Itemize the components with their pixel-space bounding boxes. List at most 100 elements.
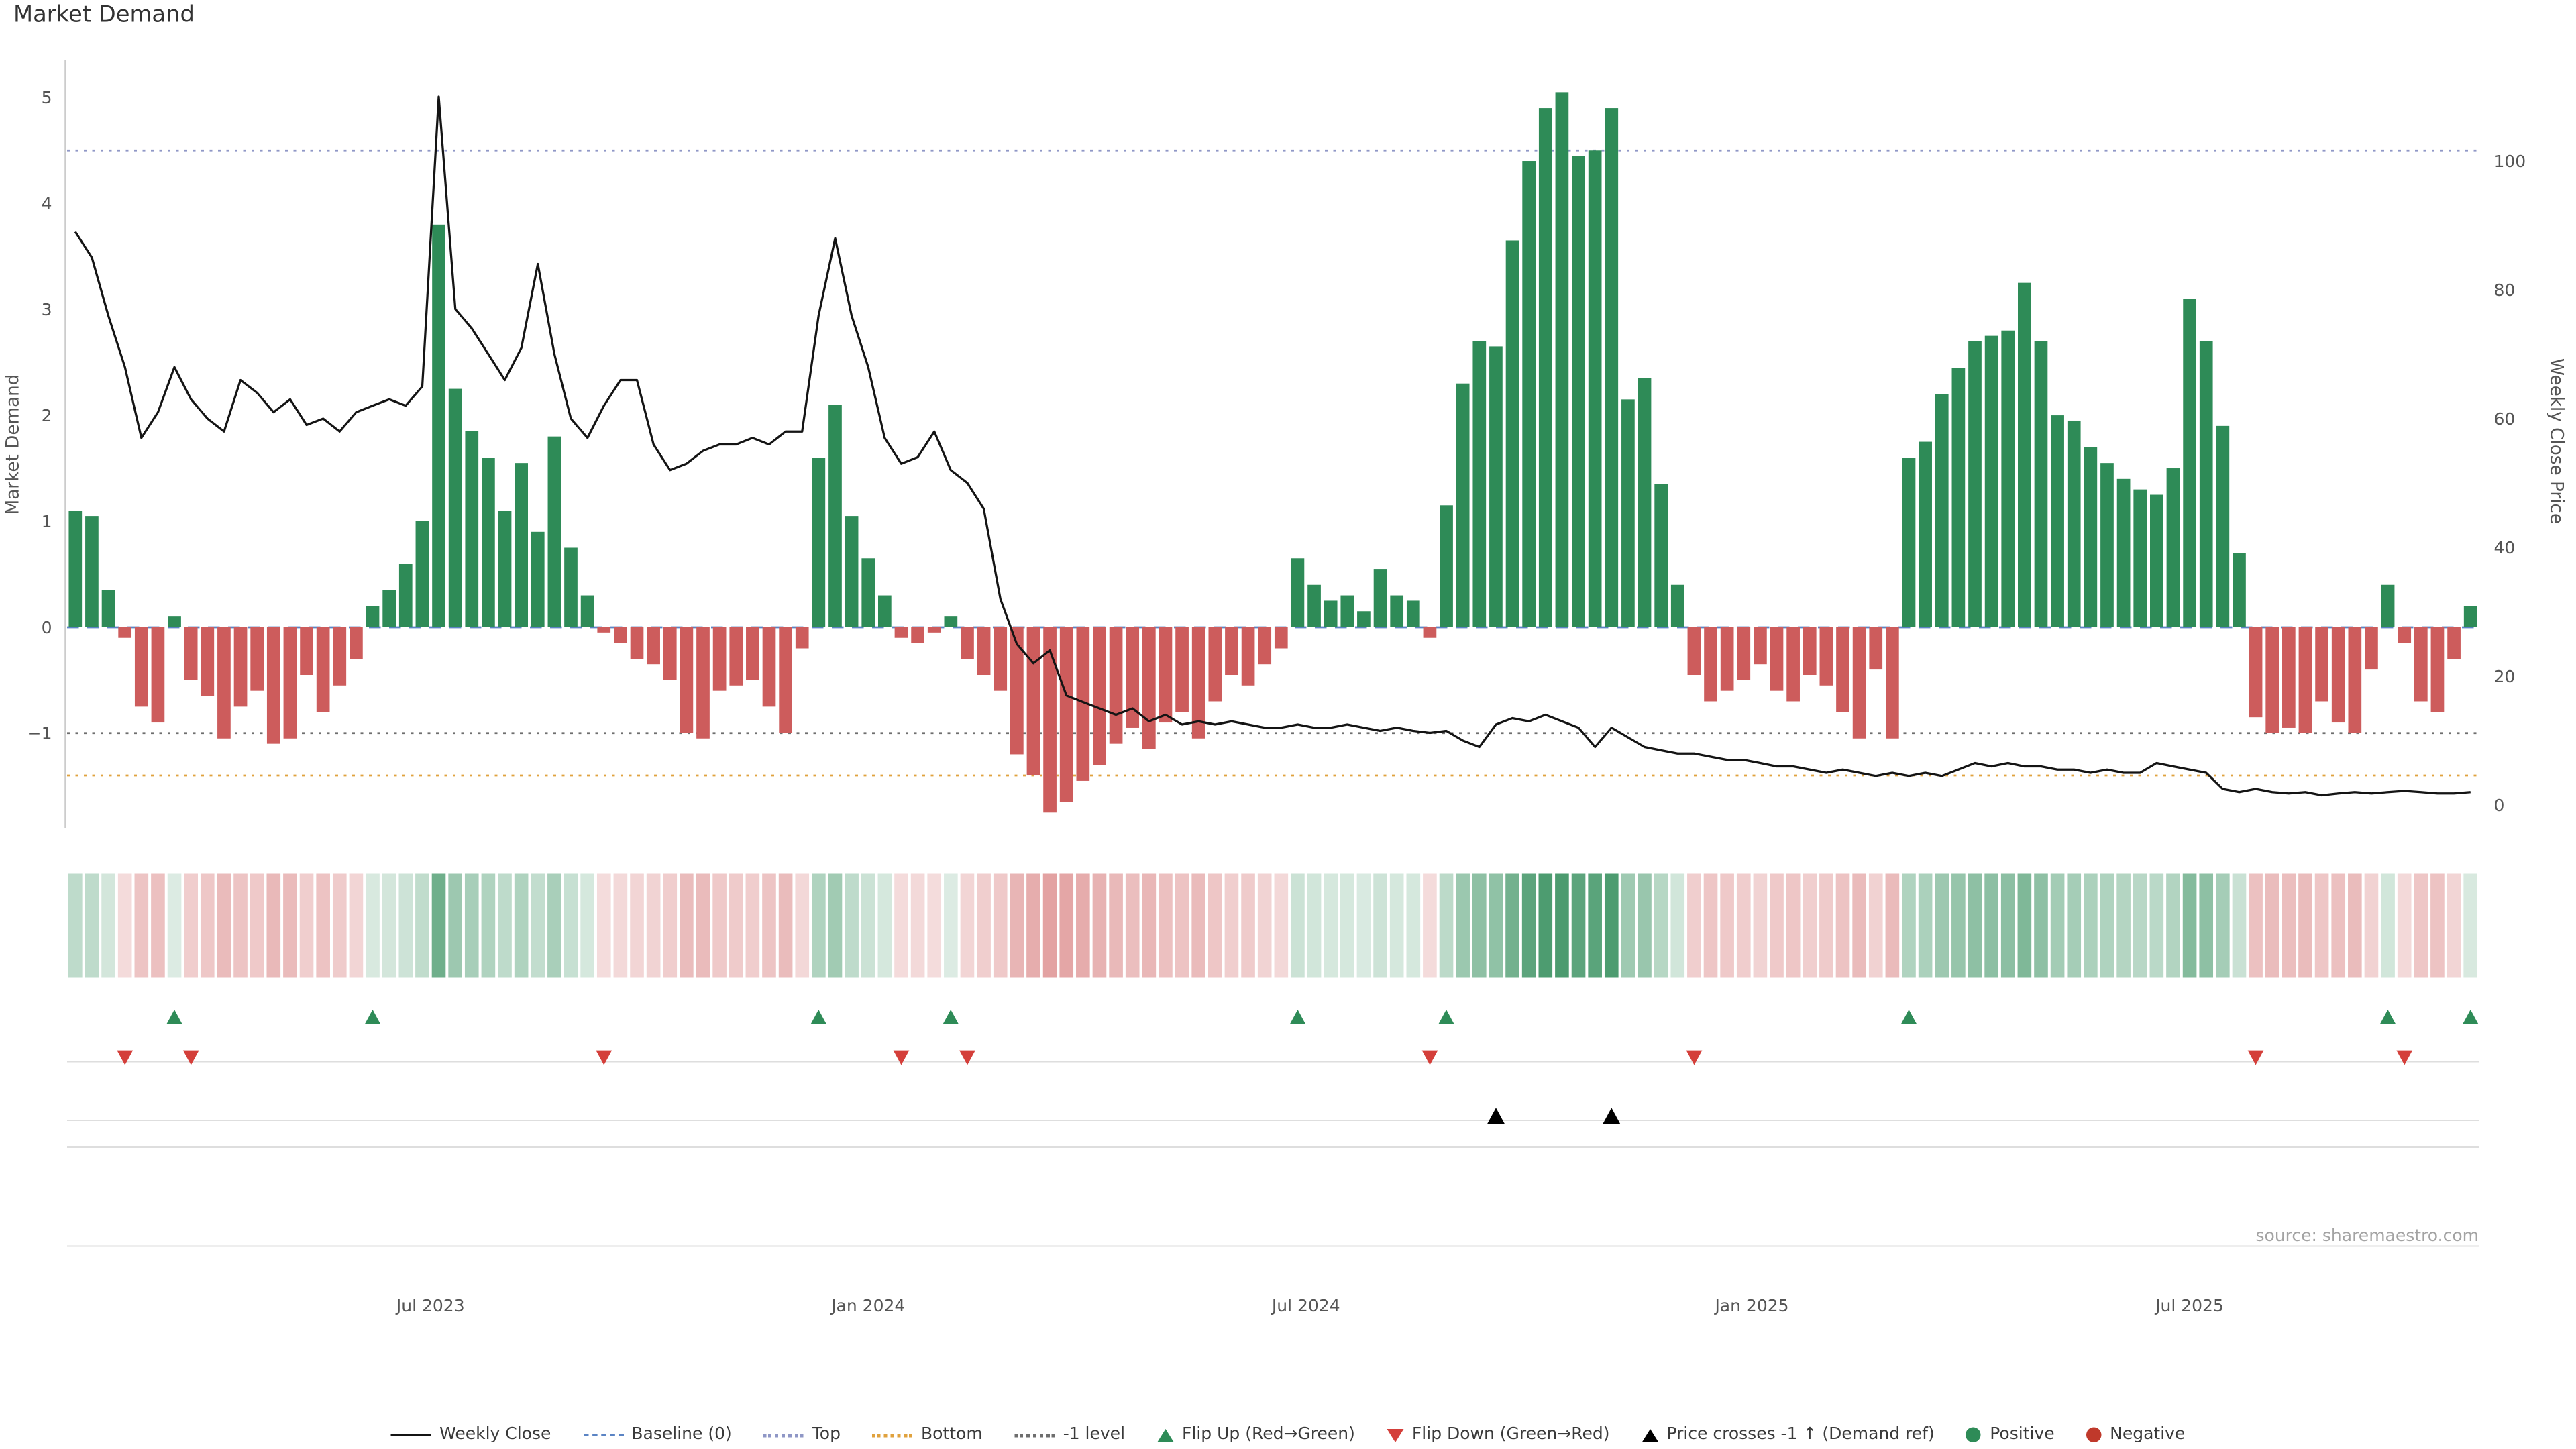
demand-bar <box>1489 346 1503 627</box>
heatmap-cell <box>2314 873 2329 978</box>
heatmap-cell <box>2463 873 2477 978</box>
x-tick-label: Jul 2024 <box>1271 1296 1340 1316</box>
legend-swatch-dot-icon <box>2086 1427 2102 1442</box>
heatmap-cell <box>1224 873 1239 978</box>
heatmap-cell <box>1819 873 1833 978</box>
x-tick-label: Jul 2025 <box>2154 1296 2224 1316</box>
legend-item: Bottom <box>872 1426 983 1444</box>
heatmap-cell <box>2414 873 2428 978</box>
heatmap-cell <box>448 873 462 978</box>
flip-down-icon <box>182 1050 199 1065</box>
heatmap-cell <box>1307 873 1322 978</box>
heatmap-cell <box>1736 873 1751 978</box>
demand-bar <box>1605 108 1619 627</box>
demand-bar <box>366 606 380 627</box>
price-cross-icon <box>1603 1108 1621 1124</box>
heatmap-cell <box>1092 873 1107 978</box>
demand-bar <box>894 627 908 638</box>
flip-down-markers <box>117 1050 2413 1065</box>
heatmap-cell <box>1604 873 1619 978</box>
heatmap-cell <box>85 873 99 978</box>
heatmap-cell <box>2133 873 2147 978</box>
heatmap-cell <box>2298 873 2312 978</box>
demand-bar <box>1456 383 1470 627</box>
heatmap-cell <box>233 873 248 978</box>
demand-bar <box>663 627 677 680</box>
legend-item: Weekly Close <box>390 1426 551 1444</box>
heatmap-cell <box>1109 873 1123 978</box>
flip-up-icon <box>166 1010 182 1024</box>
heatmap-cell <box>2249 873 2263 978</box>
demand-bar <box>350 627 363 659</box>
flip-up-icon <box>943 1010 959 1024</box>
demand-bar <box>977 627 991 675</box>
legend-label: Price crosses -1 ↑ (Demand ref) <box>1666 1426 1935 1444</box>
demand-bar <box>1241 627 1255 686</box>
demand-bar <box>746 627 759 680</box>
x-tick-label: Jan 2025 <box>1713 1296 1788 1316</box>
heatmap-cell <box>1687 873 1701 978</box>
heatmap-cell <box>117 873 132 978</box>
demand-bar <box>1225 627 1238 675</box>
heatmap-cell <box>2017 873 2032 978</box>
heatmap-cell <box>382 873 396 978</box>
demand-bar <box>1109 627 1123 744</box>
demand-bar <box>1572 156 1585 627</box>
heatmap-cell <box>1935 873 1949 978</box>
heatmap-cell <box>564 873 578 978</box>
heatmap-cell <box>167 873 182 978</box>
heatmap-cell <box>795 873 810 978</box>
heatmap-cell <box>1324 873 1338 978</box>
demand-bar <box>1043 627 1057 813</box>
heatmap-cell <box>2067 873 2082 978</box>
heatmap-cell <box>1835 873 1850 978</box>
heatmap-cell <box>481 873 496 978</box>
y-right-tick-label: 0 <box>2494 796 2505 815</box>
heatmap-cell <box>1042 873 1057 978</box>
demand-bar <box>1406 600 1420 627</box>
heatmap-cell <box>200 873 215 978</box>
demand-bar <box>1423 627 1437 638</box>
demand-bar <box>1852 627 1866 739</box>
demand-bar <box>2315 627 2328 702</box>
heatmap-cell <box>1786 873 1801 978</box>
heatmap-cell <box>68 873 83 978</box>
x-tick-label: Jan 2024 <box>830 1296 905 1316</box>
demand-bar <box>101 590 115 627</box>
heatmap-cell <box>680 873 694 978</box>
heatmap-cell <box>2282 873 2296 978</box>
heatmap-cell <box>894 873 908 978</box>
demand-bar <box>2133 489 2147 627</box>
heatmap-cell <box>613 873 628 978</box>
demand-bar <box>1159 627 1173 723</box>
demand-bar <box>2447 627 2461 659</box>
flip-up-markers <box>166 1010 2479 1024</box>
demand-bar <box>712 627 727 691</box>
y-right-tick-label: 60 <box>2494 409 2516 429</box>
flip-up-icon <box>810 1010 827 1024</box>
heatmap-cell <box>2265 873 2279 978</box>
demand-bar <box>1786 627 1800 702</box>
demand-bar <box>184 627 198 680</box>
heatmap-cell <box>2348 873 2362 978</box>
heatmap-cell <box>1257 873 1272 978</box>
heatmap-cell <box>877 873 892 978</box>
demand-bar <box>1472 341 1487 627</box>
heatmap-cell <box>1621 873 1635 978</box>
demand-bar <box>1142 627 1156 749</box>
heatmap-cell <box>151 873 165 978</box>
legend-label: Positive <box>1990 1426 2055 1444</box>
heatmap-cell <box>1902 873 1916 978</box>
demand-bar <box>2183 299 2196 627</box>
heatmap-cell <box>2166 873 2180 978</box>
heatmap-cell <box>1241 873 1255 978</box>
legend-label: Flip Up (Red→Green) <box>1182 1426 1355 1444</box>
demand-bar <box>2430 627 2445 712</box>
flip-down-icon <box>2247 1050 2264 1065</box>
heatmap-cell <box>184 873 198 978</box>
demand-bar <box>333 627 347 686</box>
heatmap-cell <box>1142 873 1157 978</box>
demand-bar <box>1935 394 1949 627</box>
flip-up-icon <box>1438 1010 1454 1024</box>
demand-bar <box>580 595 594 627</box>
